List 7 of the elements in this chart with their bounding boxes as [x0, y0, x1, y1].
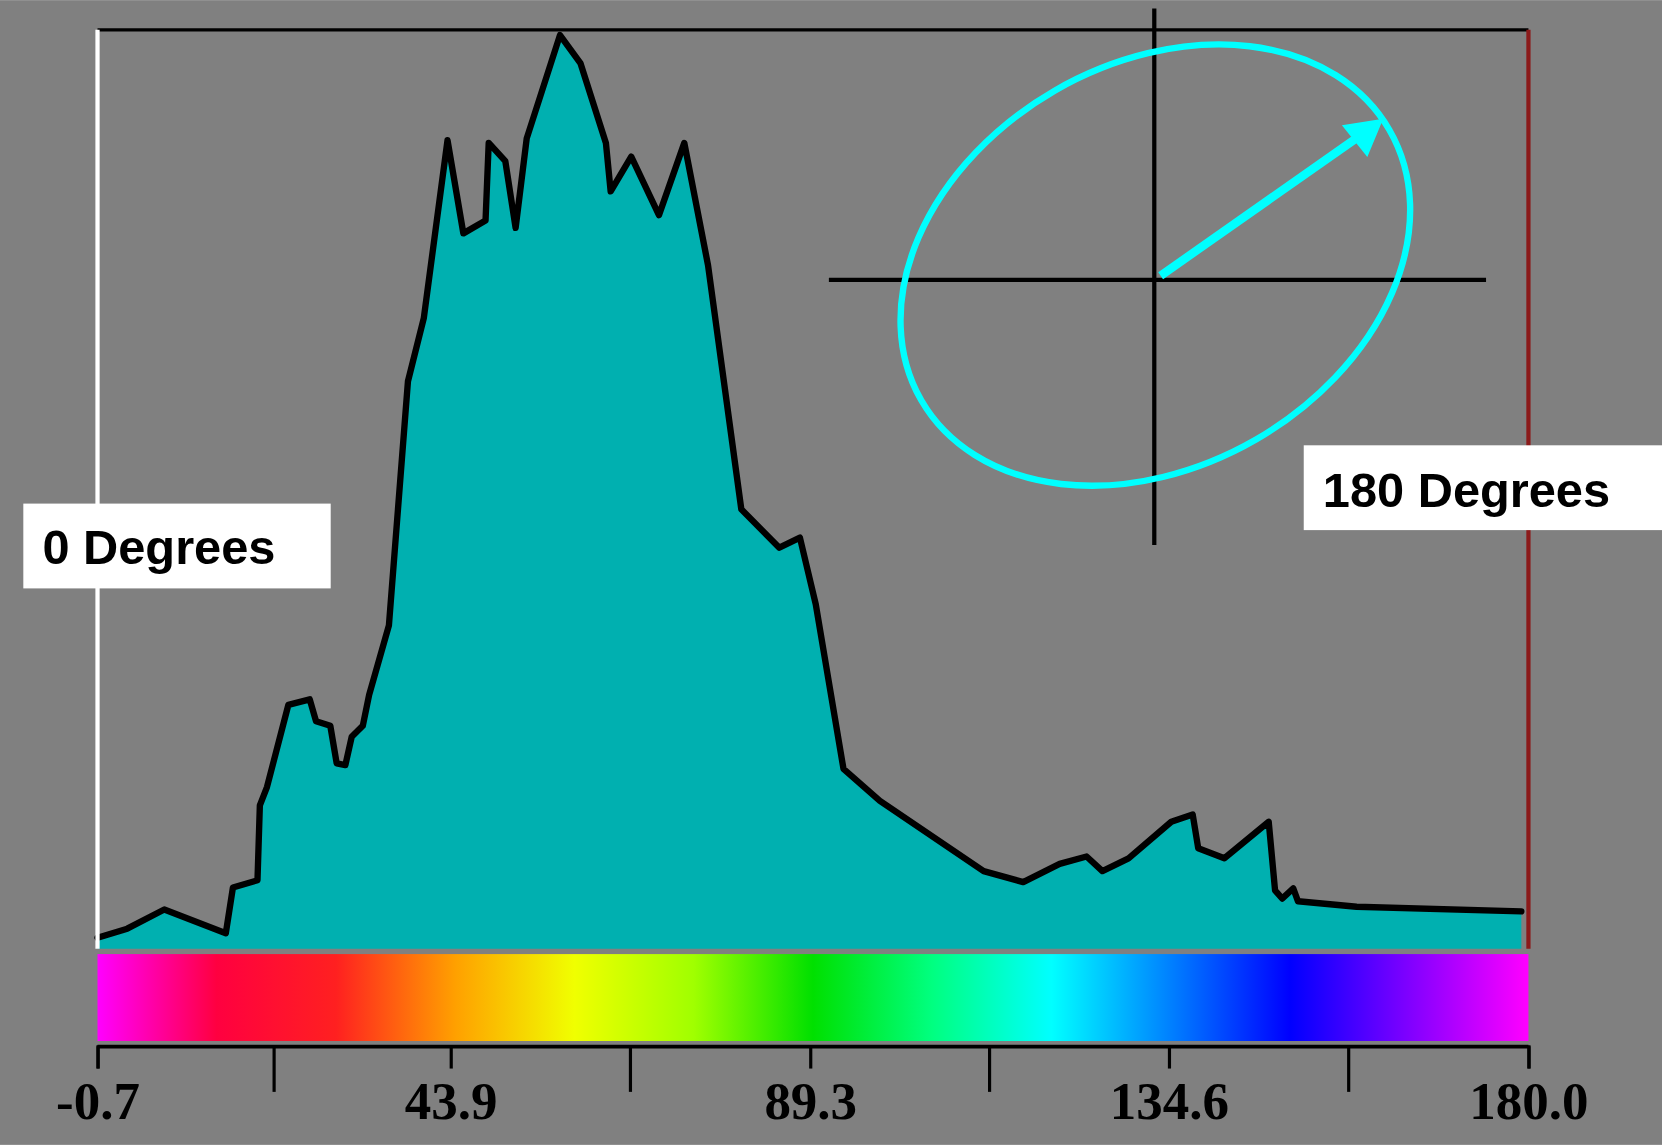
x-tick-label: -0.7	[56, 1071, 140, 1130]
annotation: 180 Degrees	[1322, 462, 1611, 517]
x-tick-label: 43.9	[404, 1071, 498, 1130]
annotation: 0 Degrees	[42, 520, 276, 575]
x-tick-label: 180.0	[1469, 1071, 1589, 1130]
x-tick-label: 89.3	[764, 1071, 858, 1130]
x-tick-label: 134.6	[1109, 1071, 1230, 1130]
